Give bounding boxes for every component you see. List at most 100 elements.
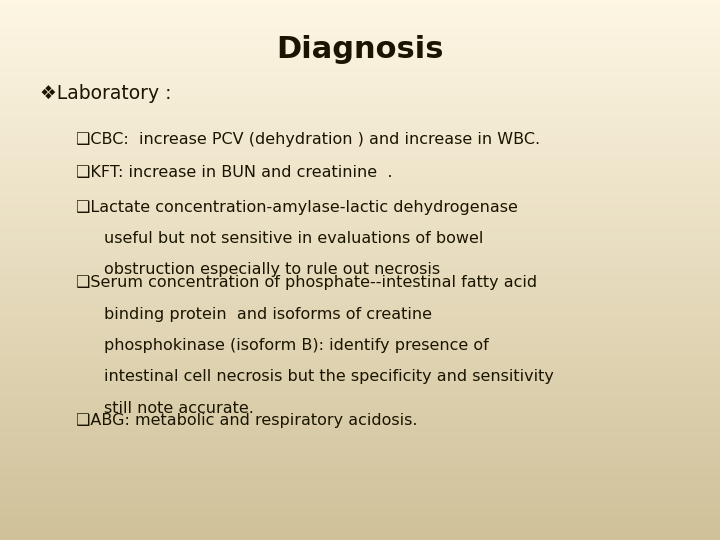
Bar xyxy=(0,219,720,221)
Bar xyxy=(0,256,720,259)
Bar xyxy=(0,86,720,89)
Bar xyxy=(0,162,720,165)
Bar xyxy=(0,513,720,516)
Bar xyxy=(0,100,720,103)
Bar xyxy=(0,294,720,297)
Bar xyxy=(0,432,720,435)
Bar xyxy=(0,138,720,140)
Text: ❑Serum concentration of phosphate--intestinal fatty acid: ❑Serum concentration of phosphate--intes… xyxy=(76,275,536,291)
Bar xyxy=(0,494,720,497)
Bar xyxy=(0,46,720,49)
Bar xyxy=(0,281,720,284)
Bar xyxy=(0,194,720,197)
Bar xyxy=(0,192,720,194)
Bar xyxy=(0,108,720,111)
Bar xyxy=(0,516,720,518)
Bar xyxy=(0,270,720,273)
Bar xyxy=(0,435,720,437)
Bar xyxy=(0,275,720,278)
Bar xyxy=(0,416,720,418)
Bar xyxy=(0,502,720,505)
Bar xyxy=(0,289,720,292)
Bar xyxy=(0,148,720,151)
Bar xyxy=(0,3,720,5)
Bar xyxy=(0,113,720,116)
Bar xyxy=(0,429,720,432)
Bar xyxy=(0,32,720,35)
Bar xyxy=(0,313,720,316)
Bar xyxy=(0,240,720,243)
Bar xyxy=(0,111,720,113)
Bar xyxy=(0,526,720,529)
Bar xyxy=(0,89,720,92)
Bar xyxy=(0,154,720,157)
Bar xyxy=(0,521,720,524)
Bar xyxy=(0,332,720,335)
Bar xyxy=(0,324,720,327)
Bar xyxy=(0,105,720,108)
Bar xyxy=(0,364,720,367)
Bar xyxy=(0,202,720,205)
Bar xyxy=(0,448,720,451)
Bar xyxy=(0,408,720,410)
Bar xyxy=(0,359,720,362)
Bar xyxy=(0,497,720,500)
Bar xyxy=(0,11,720,14)
Text: intestinal cell necrosis but the specificity and sensitivity: intestinal cell necrosis but the specifi… xyxy=(104,369,554,384)
Bar xyxy=(0,122,720,124)
Bar xyxy=(0,284,720,286)
Bar xyxy=(0,292,720,294)
Bar xyxy=(0,208,720,211)
Bar xyxy=(0,127,720,130)
Bar xyxy=(0,200,720,202)
Bar xyxy=(0,532,720,535)
Bar xyxy=(0,19,720,22)
Bar xyxy=(0,297,720,300)
Bar xyxy=(0,481,720,483)
Bar xyxy=(0,70,720,73)
Bar xyxy=(0,22,720,24)
Bar xyxy=(0,97,720,100)
Bar xyxy=(0,43,720,46)
Bar xyxy=(0,248,720,251)
Bar xyxy=(0,329,720,332)
Bar xyxy=(0,327,720,329)
Bar xyxy=(0,243,720,246)
Bar xyxy=(0,454,720,456)
Bar xyxy=(0,489,720,491)
Bar xyxy=(0,483,720,486)
Bar xyxy=(0,205,720,208)
Bar xyxy=(0,62,720,65)
Bar xyxy=(0,443,720,445)
Bar xyxy=(0,159,720,162)
Bar xyxy=(0,402,720,405)
Bar xyxy=(0,27,720,30)
Bar xyxy=(0,57,720,59)
Bar xyxy=(0,176,720,178)
Bar xyxy=(0,146,720,148)
Bar xyxy=(0,76,720,78)
Bar xyxy=(0,254,720,256)
Bar xyxy=(0,338,720,340)
Text: Diagnosis: Diagnosis xyxy=(276,35,444,64)
Bar xyxy=(0,184,720,186)
Bar xyxy=(0,84,720,86)
Bar xyxy=(0,40,720,43)
Bar xyxy=(0,302,720,305)
Bar xyxy=(0,354,720,356)
Bar xyxy=(0,446,720,448)
Text: obstruction especially to rule out necrosis: obstruction especially to rule out necro… xyxy=(104,262,441,278)
Bar xyxy=(0,273,720,275)
Bar xyxy=(0,367,720,370)
Bar xyxy=(0,375,720,378)
Bar xyxy=(0,421,720,424)
Bar xyxy=(0,24,720,27)
Bar xyxy=(0,491,720,494)
Bar xyxy=(0,343,720,346)
Text: ❑ABG: metabolic and respiratory acidosis.: ❑ABG: metabolic and respiratory acidosis… xyxy=(76,413,417,428)
Bar xyxy=(0,518,720,521)
Bar xyxy=(0,400,720,402)
Bar xyxy=(0,310,720,313)
Bar xyxy=(0,300,720,302)
Bar xyxy=(0,464,720,467)
